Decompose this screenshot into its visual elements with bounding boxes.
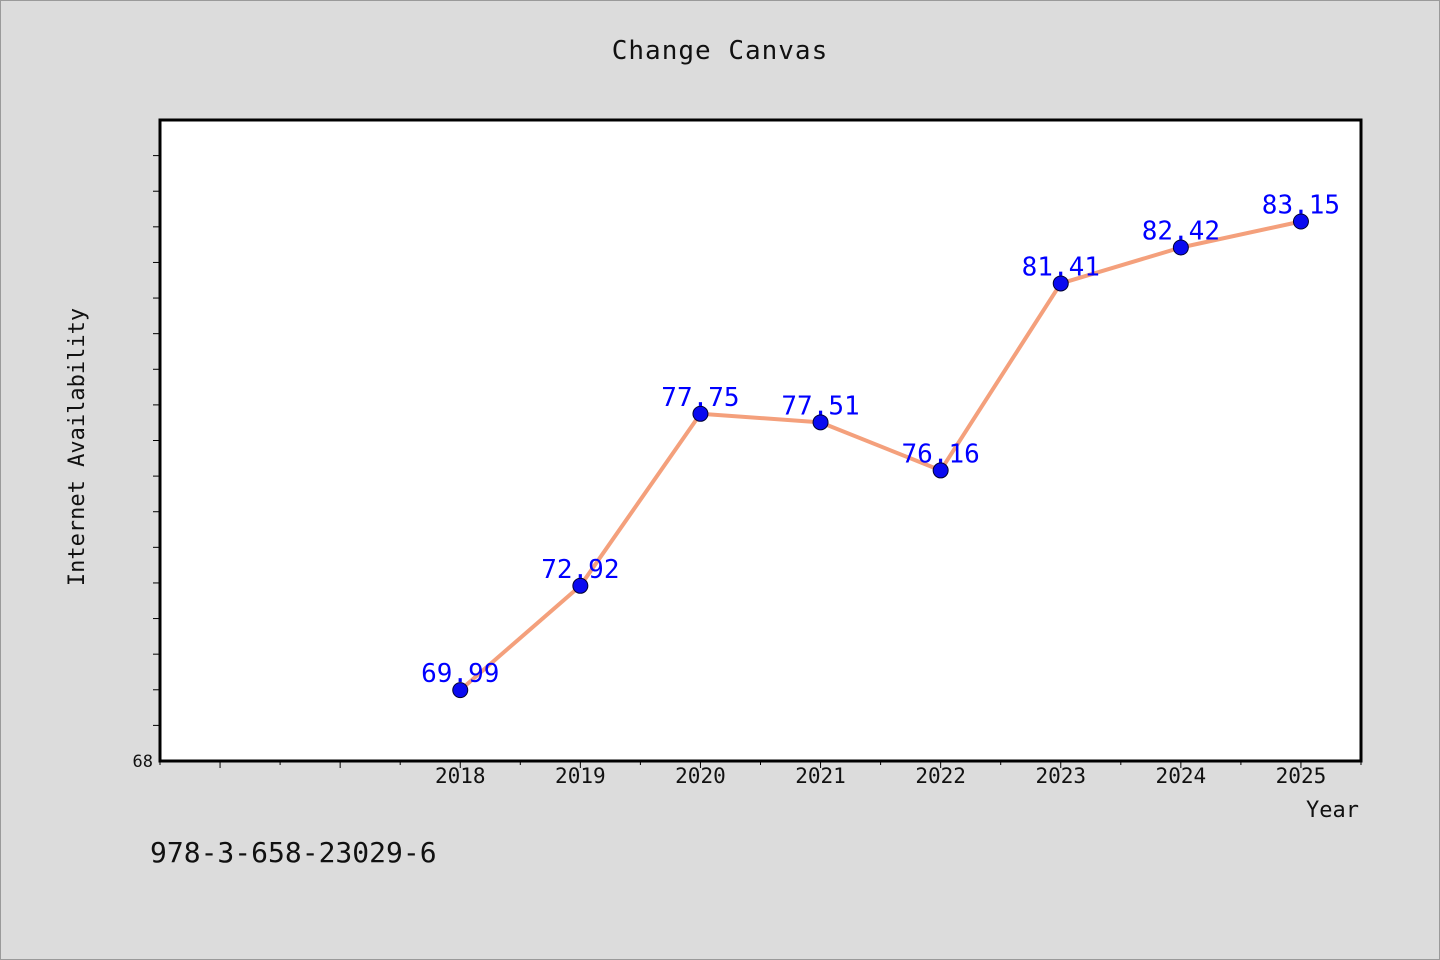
- data-label: 83.15: [1262, 190, 1340, 220]
- data-point: [572, 577, 589, 594]
- isbn-text: 978-3-658-23029-6: [150, 836, 437, 869]
- x-tick-label: 2021: [795, 764, 846, 788]
- x-axis-label: Year: [1306, 798, 1359, 823]
- x-tick-label: 2024: [1156, 764, 1207, 788]
- data-label: 69.99: [421, 659, 499, 689]
- data-point: [932, 462, 949, 479]
- data-label: 82.42: [1142, 216, 1220, 246]
- x-tick-label: 2019: [555, 764, 606, 788]
- data-label: 81.41: [1022, 252, 1100, 282]
- data-label: 77.51: [781, 391, 859, 421]
- series-line: [458, 219, 1302, 692]
- y-tick-label: 68: [133, 752, 153, 772]
- x-tick-label: 2022: [915, 764, 966, 788]
- data-point: [1292, 213, 1309, 230]
- data-point: [812, 414, 829, 431]
- x-axis-ticks: [159, 761, 1362, 768]
- data-point: [1172, 239, 1189, 256]
- x-axis-tick-labels: 2018 2019 2020 2021 2022 2023 2024 2025: [435, 764, 1326, 788]
- data-point: [452, 682, 469, 699]
- x-tick-label: 2020: [675, 764, 726, 788]
- series-markers: [452, 213, 1309, 699]
- data-point: [1052, 275, 1069, 292]
- y-axis-label: Internet Availability: [65, 308, 90, 586]
- data-label: 72.92: [541, 555, 619, 585]
- y-axis-ticks: [153, 155, 160, 726]
- chart-title: Change Canvas: [611, 36, 829, 66]
- data-label: 76.16: [902, 439, 980, 469]
- data-label: 77.75: [661, 383, 739, 413]
- plot-area: [158, 118, 1363, 763]
- x-tick-label: 2023: [1035, 764, 1086, 788]
- data-labels: 69.99 72.92 77.75 77.51 76.16 81.41 82.42 83.15: [421, 190, 1340, 689]
- x-tick-label: 2025: [1276, 764, 1327, 788]
- x-tick-label: 2018: [435, 764, 486, 788]
- data-point: [692, 405, 709, 422]
